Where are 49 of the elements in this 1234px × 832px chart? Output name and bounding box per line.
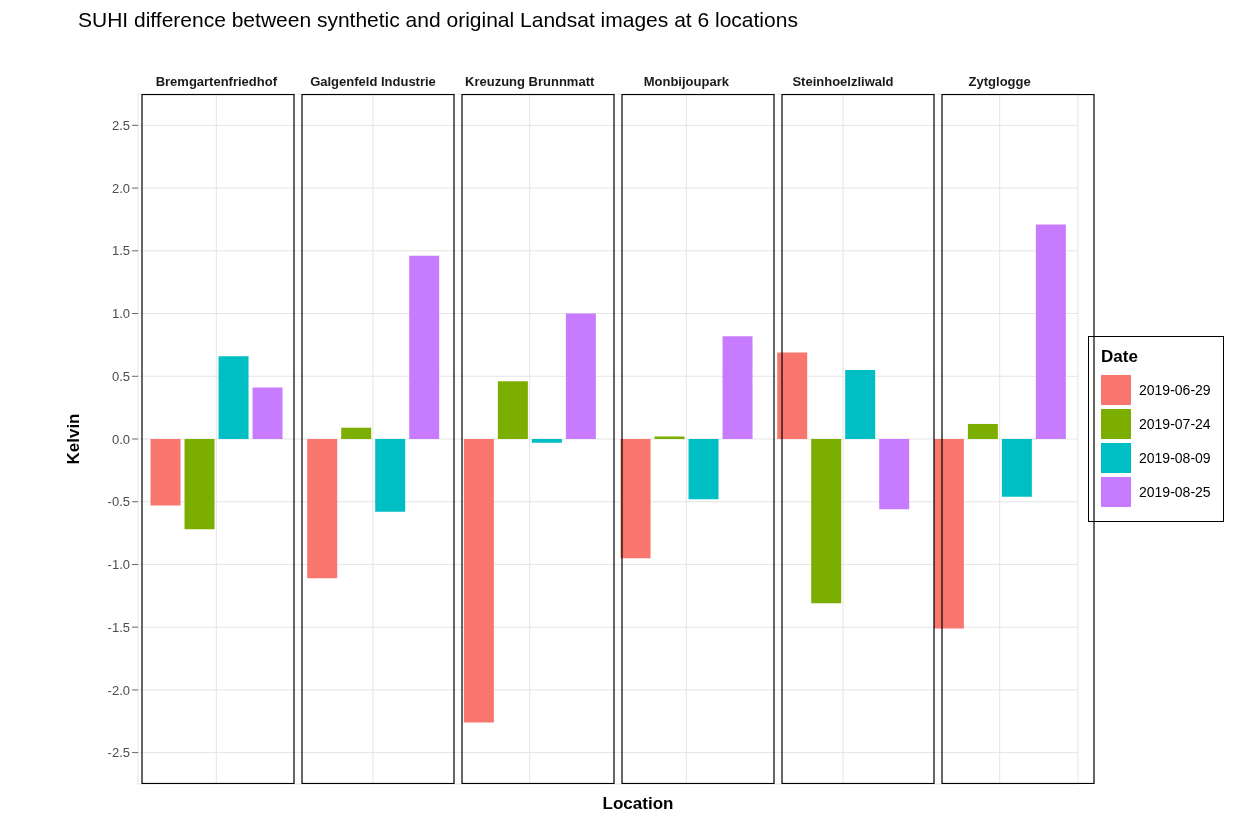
x-tick-label: Steinhoelzliwald [792,74,894,89]
y-tick-label: 1.0 [111,306,130,322]
x-tick-label: Zytglogge [968,74,1031,89]
chart-title: SUHI difference between synthetic and original Landsat images at 6 locations [78,8,799,32]
legend-label: 2019-07-24 [1139,416,1211,432]
bar [777,352,808,439]
bar [463,439,494,723]
bar [252,387,283,439]
bar [722,336,753,439]
y-tick-label: -0.5 [107,494,130,510]
bar [218,356,249,439]
x-tick-label: Galgenfeld Industrie [310,74,436,89]
bar [565,313,596,439]
bar [375,439,406,512]
bar [933,439,964,629]
bar [845,370,876,439]
legend-label: 2019-06-29 [1139,382,1211,398]
bar [341,427,372,439]
bar [409,255,440,439]
bar [967,423,998,439]
y-tick-label: 2.5 [111,117,130,133]
y-tick-label: -1.0 [107,557,130,573]
bar [1001,439,1032,497]
y-tick-label: 1.5 [111,243,130,259]
bar [531,439,562,443]
y-tick-label: -2.5 [107,745,130,761]
bar [811,439,842,604]
legend-title: Date [1101,347,1139,367]
bar [497,381,528,439]
legend-label: 2019-08-25 [1139,484,1211,500]
x-tick-label: Bremgartenfriedhof [155,74,278,89]
x-axis-title: Location [601,794,675,814]
bar [307,439,338,579]
x-tick-label: Monbijoupark [643,74,730,89]
bar [150,439,181,506]
y-tick-label: -2.0 [107,682,130,698]
y-tick-label: -1.5 [107,619,130,635]
y-tick-label: 0.0 [111,431,130,447]
y-tick-label: 0.5 [111,368,130,384]
bar [879,439,910,510]
y-axis-title: Kelvin [64,413,84,465]
bar [1035,224,1066,439]
bar [620,439,651,559]
legend-label: 2019-08-09 [1139,450,1211,466]
bar [654,436,685,439]
bar [688,439,719,500]
bar [184,439,215,530]
x-tick-label: Kreuzung Brunnmatt [465,74,595,89]
y-tick-label: 2.0 [111,180,130,196]
